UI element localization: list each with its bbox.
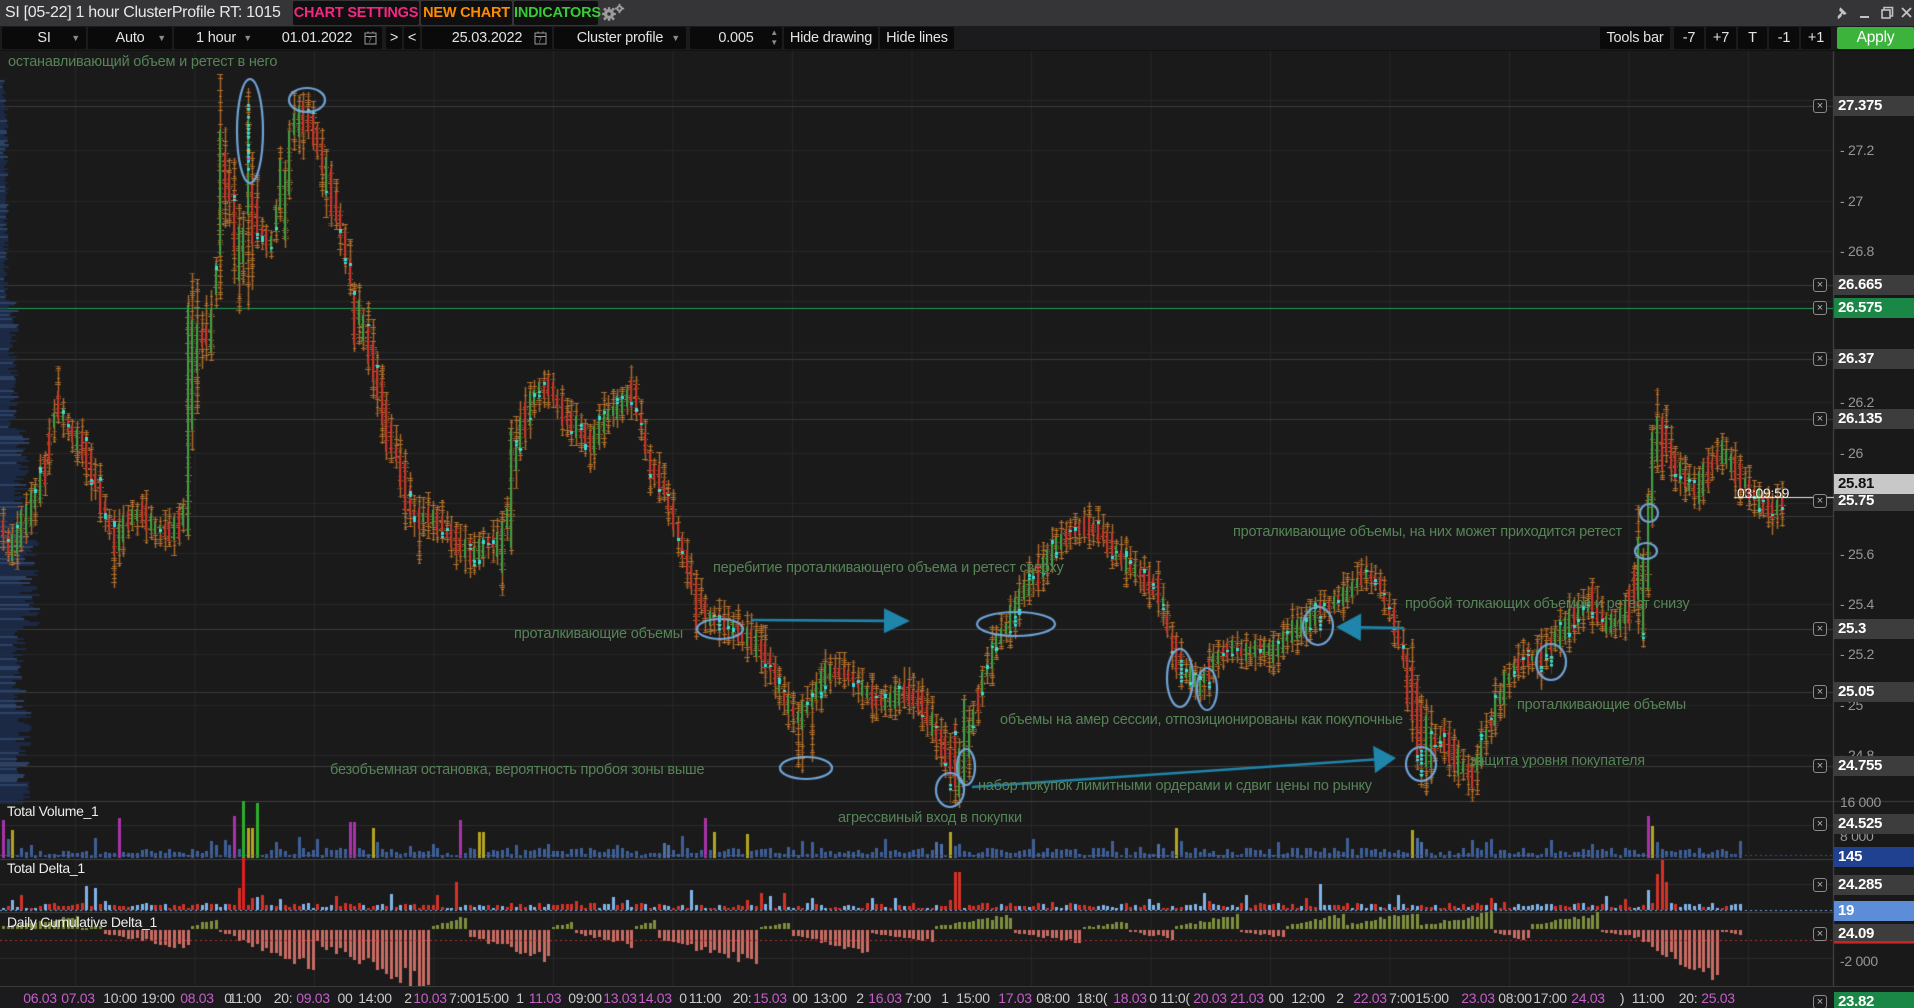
svg-text:7: 7: [538, 38, 542, 45]
svg-text:7: 7: [368, 38, 372, 45]
